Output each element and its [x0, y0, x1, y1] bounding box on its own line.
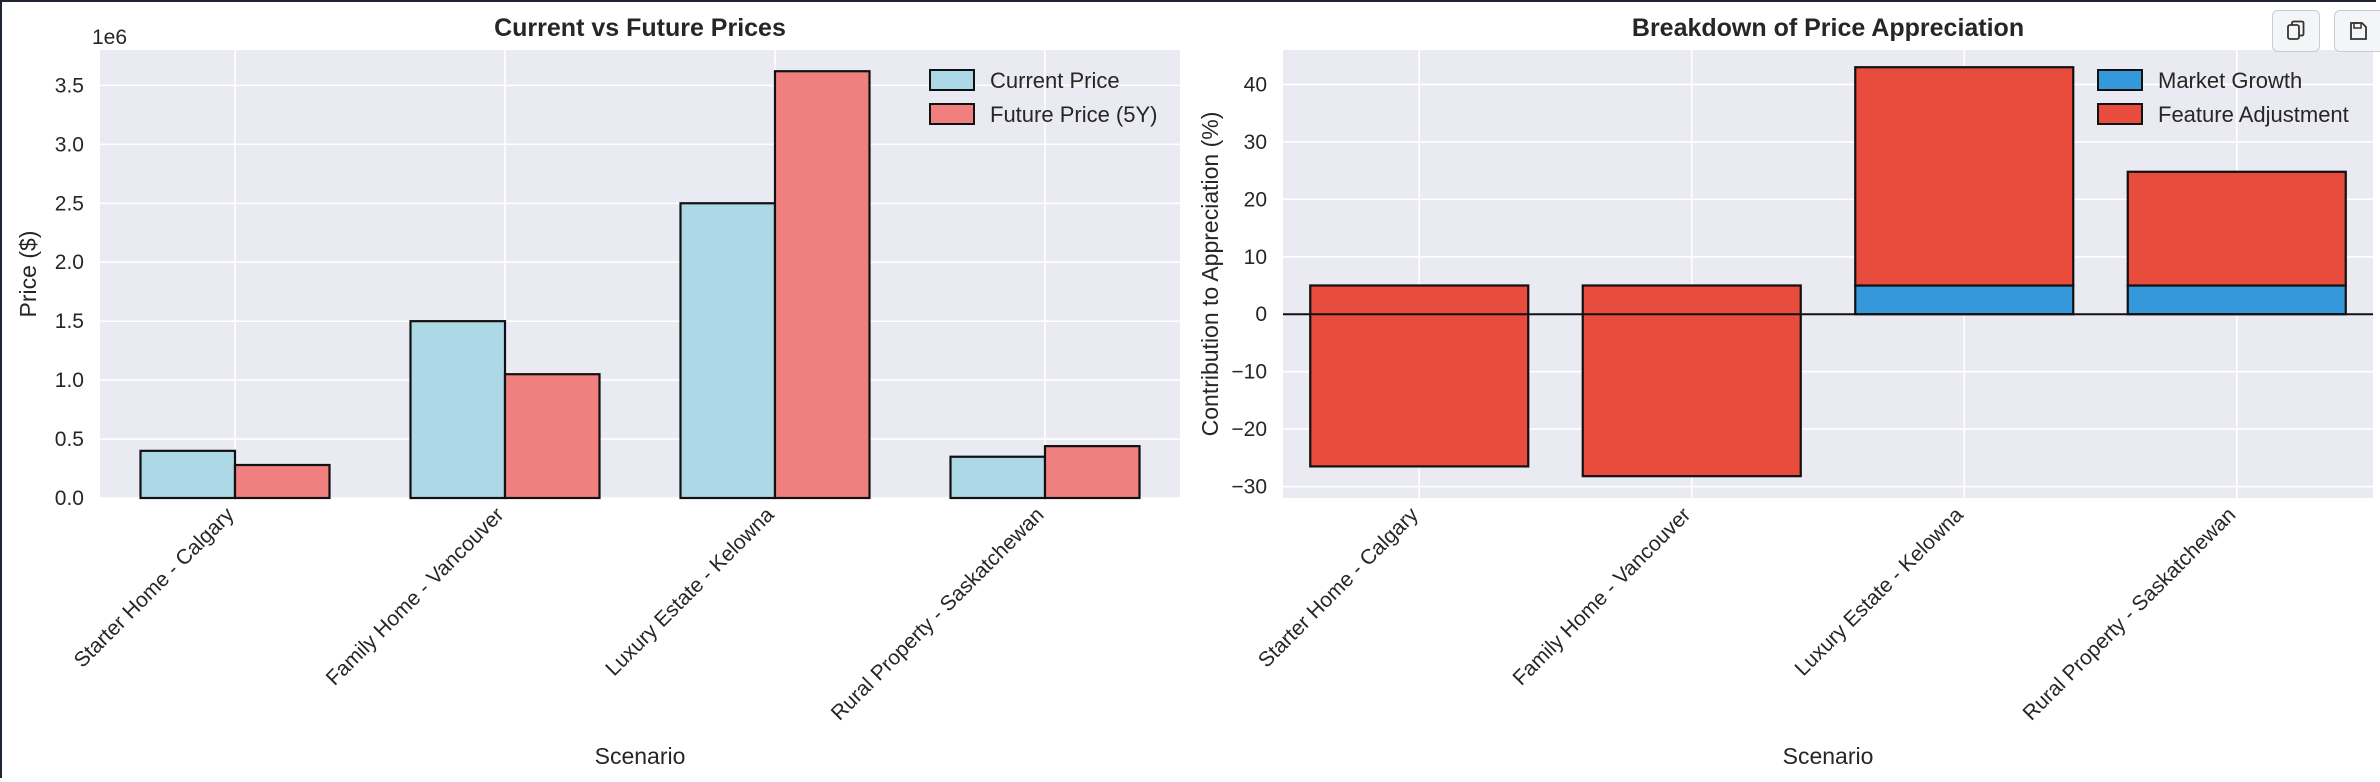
legend-swatch-future-price-5y: [929, 103, 975, 125]
legend-label-market-growth: Market Growth: [2158, 68, 2302, 93]
x-tick-label-rural-property-saskatchewan: Rural Property - Saskatchewan: [827, 503, 1049, 725]
legend-label-feature-adjustment: Feature Adjustment: [2158, 102, 2349, 127]
legend-label-current-price: Current Price: [990, 68, 1120, 93]
y-axis-label: Price ($): [15, 231, 41, 318]
y-tick-label: 2.5: [55, 192, 84, 215]
plot-area: [100, 50, 1180, 498]
x-tick-label-family-home-vancouver: Family Home - Vancouver: [322, 503, 509, 690]
legend-swatch-current-price: [929, 69, 975, 91]
bar-future-price-5y-family-home-vancouver: [503, 373, 601, 500]
y-tick-label: 1.5: [55, 310, 84, 333]
bar-current-price-rural-property-saskatchewan: [949, 455, 1047, 500]
y-tick-label: 1.0: [55, 369, 84, 392]
bar-feature-adjustment-luxury-estate-kelowna: [1854, 66, 2075, 287]
legend-swatch-market-growth: [2097, 69, 2143, 91]
x-tick-label-starter-home-calgary: Starter Home - Calgary: [1254, 503, 1423, 672]
bar-future-price-5y-luxury-estate-kelowna: [773, 70, 871, 500]
copy-button[interactable]: [2272, 10, 2320, 52]
y-tick-label: 0.5: [55, 428, 84, 451]
y-tick-label: −20: [1231, 418, 1267, 441]
bar-future-price-5y-rural-property-saskatchewan: [1043, 445, 1141, 500]
bar-feature-adjustment-family-home-vancouver: [1581, 284, 1802, 478]
legend-swatch-feature-adjustment: [2097, 103, 2143, 125]
x-tick-label-family-home-vancouver: Family Home - Vancouver: [1508, 503, 1695, 690]
x-axis-label: Scenario: [595, 743, 686, 769]
bar-current-price-luxury-estate-kelowna: [679, 202, 777, 500]
bar-current-price-family-home-vancouver: [409, 320, 507, 500]
y-tick-label: 3.0: [55, 133, 84, 156]
y-offset-label: 1e6: [92, 26, 127, 49]
y-tick-label: 30: [1244, 131, 1267, 154]
legend: Market Growth Feature Adjustment: [2097, 68, 2349, 127]
chart-current-vs-future: 0.0 0.5 1.0 1.5 2.0 2.5 3.0 3.5 Starter Home - C…: [15, 14, 1180, 769]
chart-title: Current vs Future Prices: [494, 14, 786, 42]
copy-icon: [2286, 20, 2306, 42]
y-tick-label: 20: [1244, 188, 1267, 211]
save-icon: [2348, 21, 2368, 41]
x-tick-label-starter-home-calgary: Starter Home - Calgary: [70, 503, 239, 672]
x-tick-label-luxury-estate-kelowna: Luxury Estate - Kelowna: [1791, 503, 1968, 680]
bar-feature-adjustment-starter-home-calgary: [1309, 284, 1530, 468]
y-tick-label: −10: [1231, 361, 1267, 384]
y-tick-label: 40: [1244, 73, 1267, 96]
y-tick-label: 3.5: [55, 74, 84, 97]
bar-current-price-starter-home-calgary: [139, 449, 237, 500]
y-tick-label: 0.0: [55, 487, 84, 510]
x-axis-label: Scenario: [1783, 743, 1874, 769]
chart-title: Breakdown of Price Appreciation: [1632, 14, 2024, 42]
x-tick-label-luxury-estate-kelowna: Luxury Estate - Kelowna: [601, 503, 778, 680]
legend: Current Price Future Price (5Y): [929, 68, 1158, 127]
y-tick-label: 2.0: [55, 251, 84, 274]
chart-appreciation-breakdown: 40 30 20 10 0 −10 −20 −30 Starter Home - Calgary…: [1197, 14, 2373, 769]
bar-market-growth-luxury-estate-kelowna: [1854, 284, 2075, 316]
bar-feature-adjustment-rural-property-saskatchewan: [2126, 170, 2347, 287]
y-axis-label: Contribution to Appreciation (%): [1197, 112, 1223, 437]
y-tick-label: 10: [1244, 246, 1267, 269]
y-tick-label: 0: [1255, 303, 1267, 326]
legend-label-future-price-5y: Future Price (5Y): [990, 102, 1158, 127]
bar-future-price-5y-starter-home-calgary: [233, 463, 331, 500]
bar-market-growth-rural-property-saskatchewan: [2126, 284, 2347, 316]
x-tick-label-rural-property-saskatchewan: Rural Property - Saskatchewan: [2019, 503, 2241, 725]
y-tick-label: −30: [1231, 476, 1267, 499]
save-button[interactable]: [2334, 10, 2380, 52]
